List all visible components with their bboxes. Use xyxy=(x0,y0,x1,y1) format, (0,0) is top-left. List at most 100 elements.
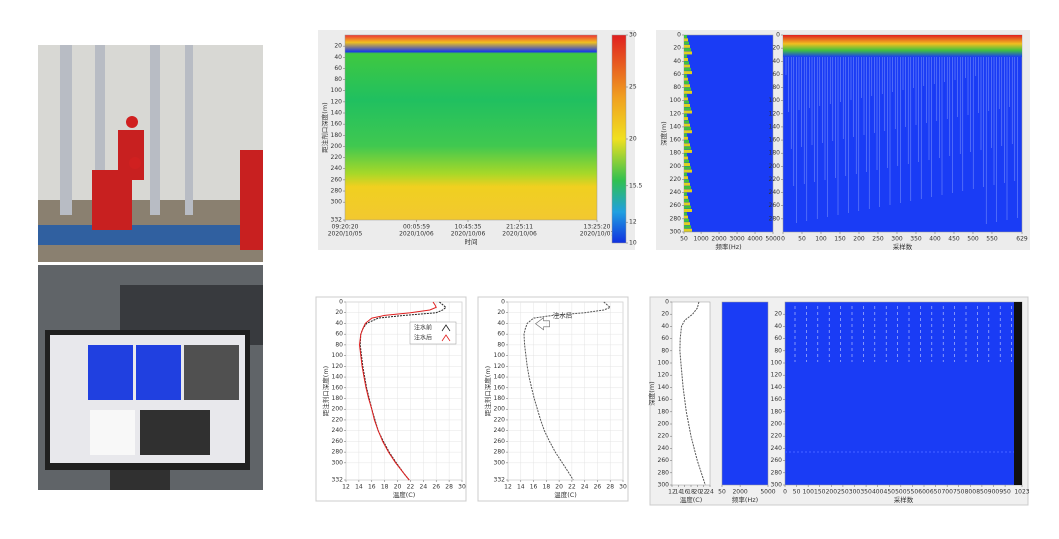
y-tick-label: 220 xyxy=(769,176,781,183)
x-axis-label: 频率(Hz) xyxy=(715,242,741,251)
x-tick-label: 900 xyxy=(988,489,1000,496)
x-tick-label: 350 xyxy=(860,489,872,496)
y-tick-label: 180 xyxy=(332,395,344,402)
texture xyxy=(783,35,1022,57)
y-axis-label: 深度(m) xyxy=(647,381,656,405)
texture xyxy=(684,176,688,180)
y-tick-label: 160 xyxy=(771,396,783,403)
y-tick-label: 0 xyxy=(339,299,343,306)
x-tick-label: 00:05:59 xyxy=(403,224,430,231)
monitor-photo xyxy=(38,265,263,490)
texture xyxy=(684,172,687,176)
y-tick-label: 40 xyxy=(673,58,681,65)
texture xyxy=(684,126,691,130)
y-tick-label: 20 xyxy=(661,311,669,318)
texture xyxy=(684,195,688,199)
y-tick-label: 200 xyxy=(332,406,344,413)
texture xyxy=(684,218,689,222)
y-tick-label: 100 xyxy=(769,97,781,104)
y-tick-label: 100 xyxy=(771,360,783,367)
x-tick-label: 20 xyxy=(694,489,702,496)
x-tick-label: 100 xyxy=(815,236,827,243)
y-tick-label: 0 xyxy=(677,32,681,39)
x-tick-label: 600 xyxy=(918,489,930,496)
y-tick-label: 240 xyxy=(332,427,344,434)
y-tick-label: 180 xyxy=(658,408,670,415)
texture xyxy=(684,123,690,127)
x-axis-label: 采样数 xyxy=(893,242,913,251)
x-tick-label: 18 xyxy=(687,489,695,496)
y-tick-label: 300 xyxy=(771,482,783,489)
texture xyxy=(684,110,692,114)
y-tick-label: 20 xyxy=(774,311,782,318)
y-tick-label: 60 xyxy=(497,331,505,338)
x-tick-label: 5000 xyxy=(760,489,775,496)
texture xyxy=(684,169,692,173)
texture xyxy=(684,87,691,91)
y-tick-label: 140 xyxy=(670,123,682,130)
y-axis-label: 距注剂口深度(m) xyxy=(483,366,492,416)
texture xyxy=(684,215,688,219)
x-tick-label: 20 xyxy=(394,484,402,491)
x-tick-label: 28 xyxy=(445,484,453,491)
x-tick-label: 550 xyxy=(907,489,919,496)
y-tick-label: 80 xyxy=(772,84,780,91)
y-tick-label: 280 xyxy=(670,215,682,222)
y-tick-label: 80 xyxy=(673,84,681,91)
x-tick-label: 250 xyxy=(837,489,849,496)
x-tick-label: 3000 xyxy=(729,236,744,243)
y-tick-label: 260 xyxy=(658,457,670,464)
x-tick-label: 20 xyxy=(555,484,563,491)
texture xyxy=(684,97,688,101)
x-tick-label: 700 xyxy=(941,489,953,496)
y-tick-label: 140 xyxy=(331,110,343,117)
y-tick-label: 140 xyxy=(769,123,781,130)
colorbar-tick-label: 10 xyxy=(629,240,637,247)
x-tick-label: 14 xyxy=(675,489,683,496)
x-tick-label: 500 xyxy=(895,489,907,496)
texture xyxy=(684,67,691,71)
y-tick-label: 300 xyxy=(332,459,344,466)
texture xyxy=(684,84,690,88)
x-tick-label: 22 xyxy=(568,484,576,491)
y-tick-label: 280 xyxy=(769,215,781,222)
y-axis-label: 距注剂口深度(m) xyxy=(320,102,329,152)
y-tick-label: 40 xyxy=(497,320,505,327)
profile-line xyxy=(523,301,612,481)
colorbar-tick-label: 30 xyxy=(629,32,637,39)
y-tick-label: 240 xyxy=(331,165,343,172)
y-tick-label: 20 xyxy=(334,43,342,50)
y-tick-label: 140 xyxy=(332,374,344,381)
x-tick-label: 14 xyxy=(355,484,363,491)
y-tick-label: 100 xyxy=(670,97,682,104)
texture xyxy=(684,136,688,140)
x-tick-label: 500 xyxy=(967,236,979,243)
y-tick-label: 20 xyxy=(772,45,780,52)
plot-area xyxy=(782,34,1023,233)
y-tick-label: 300 xyxy=(494,459,506,466)
y-tick-label: 260 xyxy=(769,202,781,209)
y-tick-label: 280 xyxy=(658,469,670,476)
x-tick-label: 450 xyxy=(948,236,960,243)
x-tick-label: 30 xyxy=(458,484,466,491)
texture xyxy=(684,61,689,65)
y-tick-label: 140 xyxy=(494,374,506,381)
x-tick-label: 150 xyxy=(834,236,846,243)
x-tick-label: 10:45:35 xyxy=(455,224,482,231)
x-tick-label: 2020/10/06 xyxy=(451,231,486,238)
y-tick-label: 80 xyxy=(661,347,669,354)
y-tick-label: 160 xyxy=(670,137,682,144)
texture xyxy=(684,205,691,209)
texture xyxy=(684,192,687,196)
plots: 09:20:202020/10/0500:05:592020/10/0610:4… xyxy=(320,32,1030,505)
y-tick-label: 100 xyxy=(332,352,344,359)
y-tick-label: 260 xyxy=(670,202,682,209)
y-tick-label: 160 xyxy=(331,121,343,128)
x-tick-label: 300 xyxy=(891,236,903,243)
x-tick-label: 400 xyxy=(929,236,941,243)
y-tick-label: 220 xyxy=(658,433,670,440)
y-tick-label: 300 xyxy=(670,229,682,236)
texture xyxy=(684,100,689,104)
x-tick-label: 14 xyxy=(517,484,525,491)
